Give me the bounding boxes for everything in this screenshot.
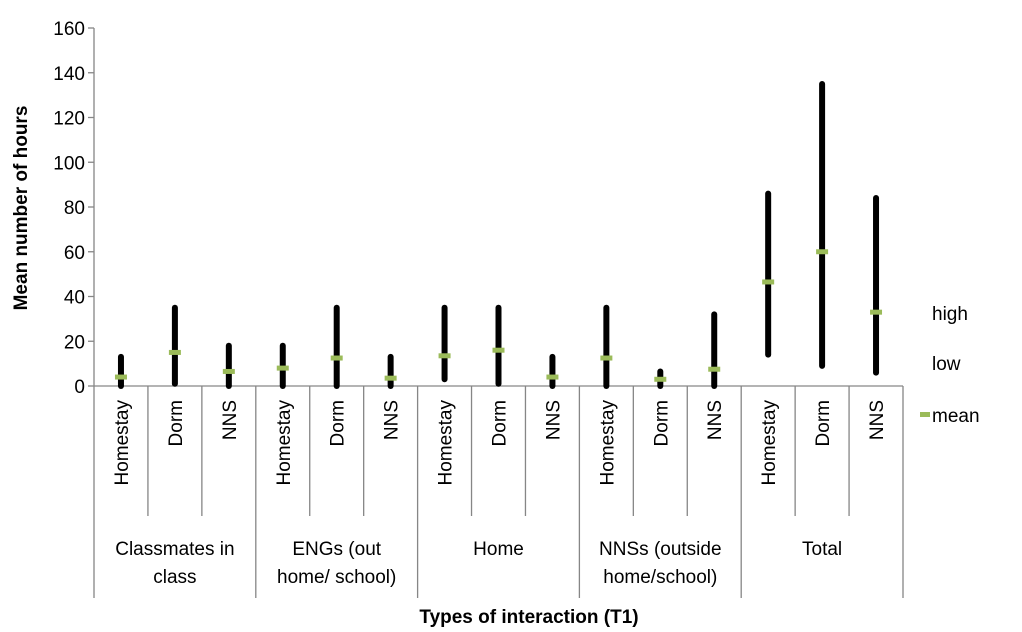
y-tick-label: 140	[53, 64, 85, 85]
category-label: NNS	[705, 400, 726, 440]
mean-marker	[600, 355, 613, 361]
legend: high low mean	[920, 304, 980, 427]
mean-marker	[762, 279, 775, 285]
mean-marker	[438, 353, 451, 359]
y-axis-title: Mean number of hours	[11, 106, 32, 311]
legend-high-label: high	[932, 304, 968, 325]
category-label: Homestay	[274, 400, 295, 486]
y-tick-label: 60	[64, 243, 85, 264]
y-tick-label: 20	[64, 332, 85, 353]
category-label: Dorm	[651, 400, 672, 446]
mean-marker	[708, 366, 721, 372]
mean-marker	[168, 349, 181, 355]
category-label: Dorm	[813, 400, 834, 446]
x-axis-title: Types of interaction (T1)	[419, 607, 638, 628]
category-label: NNS	[543, 400, 564, 440]
mean-marker	[546, 374, 559, 380]
category-label: NNS	[867, 400, 888, 440]
category-label: Homestay	[436, 400, 457, 486]
y-axis-ticks: 0 20 40 60 80 100 120 140 160	[53, 19, 94, 398]
y-tick-label: 80	[64, 198, 85, 219]
category-label: Dorm	[328, 400, 349, 446]
group-label: Classmates in	[115, 539, 234, 560]
range-bars	[117, 80, 880, 389]
mean-marker	[870, 309, 883, 315]
mean-marker	[384, 375, 397, 381]
y-tick-label: 40	[64, 288, 85, 309]
y-tick-label: 160	[53, 19, 85, 40]
mean-marker	[654, 376, 667, 382]
legend-low-label: low	[932, 354, 961, 375]
group-label: Total	[802, 539, 842, 560]
category-label: Homestay	[759, 400, 780, 486]
group-label: home/school)	[603, 567, 717, 588]
legend-mean-label: mean	[932, 406, 980, 427]
mean-marker	[330, 355, 343, 361]
category-label: Homestay	[112, 400, 133, 486]
category-label: Dorm	[490, 400, 511, 446]
mean-marker	[492, 347, 505, 353]
group-label: ENGs (out	[292, 539, 381, 560]
mean-marker	[114, 374, 127, 380]
legend-mean-marker	[920, 412, 930, 417]
group-label: NNSs (outside	[599, 539, 722, 560]
group-label: home/ school)	[277, 567, 396, 588]
y-tick-label: 0	[74, 377, 85, 398]
group-labels: Classmates in class ENGs (out home/ school)…	[115, 539, 842, 588]
group-label: class	[153, 567, 196, 588]
category-label: Dorm	[166, 400, 187, 446]
category-label: Homestay	[597, 400, 618, 486]
y-tick-label: 120	[53, 109, 85, 130]
category-label: NNS	[382, 400, 403, 440]
category-label: NNS	[220, 400, 241, 440]
category-labels: Homestay Dorm NNS Homestay Dorm NNS Homestay Do…	[93, 386, 904, 598]
y-tick-label: 100	[53, 153, 85, 174]
mean-marker	[276, 365, 289, 371]
mean-markers	[114, 249, 883, 382]
mean-marker	[816, 249, 829, 255]
group-label: Home	[473, 539, 524, 560]
mean-marker	[222, 368, 235, 374]
